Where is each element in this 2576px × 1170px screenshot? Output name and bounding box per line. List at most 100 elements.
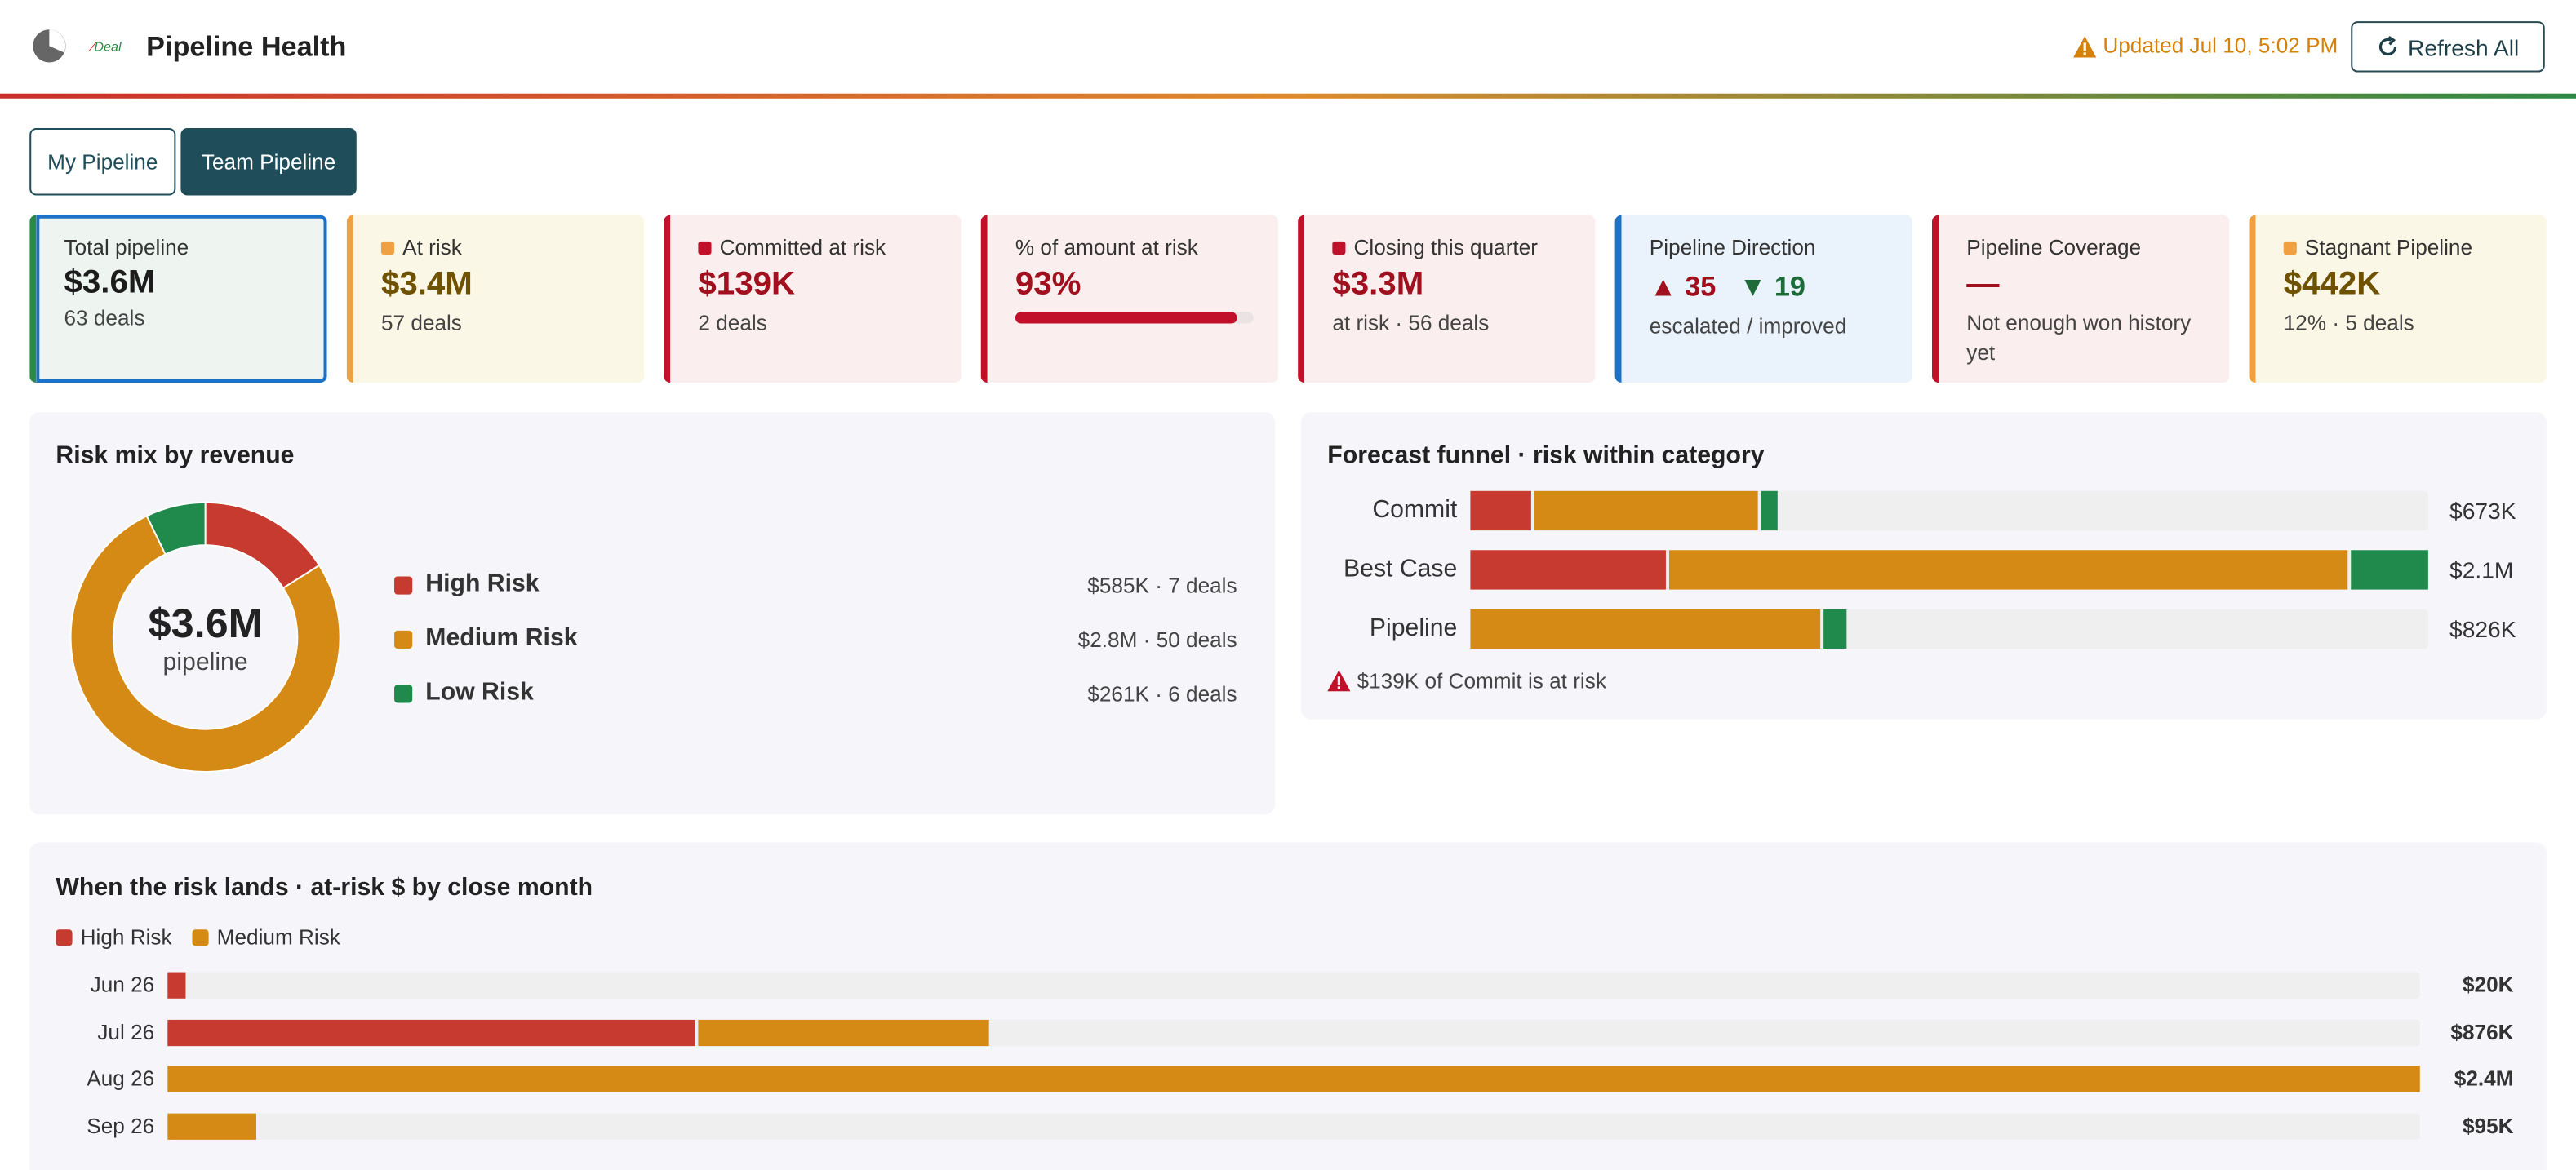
legend-value: $585K · 7 deals — [1087, 573, 1237, 598]
kpi-sub: 2 deals — [698, 310, 767, 335]
kpi-value: $3.3M — [1332, 266, 1424, 303]
bar-segment — [167, 972, 187, 999]
kpi-marker — [698, 240, 712, 254]
bar-segment — [167, 1066, 2420, 1092]
category-label: Commit — [1372, 495, 1458, 525]
kpi-label: Closing this quarter — [1353, 234, 1538, 260]
category-label: Aug 26 — [87, 1066, 155, 1091]
kpi-value: $139K — [698, 266, 796, 303]
legend-swatch — [192, 929, 209, 946]
warning-icon — [2073, 36, 2097, 58]
kpi-sub: 63 deals — [64, 305, 145, 330]
category-label: Jul 26 — [97, 1018, 155, 1044]
kpi-value: $3.6M — [64, 264, 156, 301]
legend-swatch — [56, 929, 73, 946]
kpi-label: % of amount at risk — [1015, 234, 1198, 260]
kpi-card[interactable]: Total pipeline $3.6M 63 deals — [29, 215, 327, 383]
bar-total: $673K — [2449, 497, 2516, 525]
bar-segment — [167, 1112, 257, 1139]
page-title: Pipeline Health — [146, 31, 347, 63]
kpi-card[interactable]: Committed at risk $139K 2 deals — [664, 215, 962, 383]
kpi-card[interactable]: Pipeline Coverage — Not enough won histo… — [1932, 215, 2230, 383]
kpi-value: $3.4M — [380, 266, 473, 303]
legend-swatch — [394, 576, 413, 595]
bar-total: $2.4M — [2454, 1066, 2514, 1091]
bar-track — [1470, 609, 2428, 649]
bar-total: $826K — [2449, 615, 2516, 642]
donut-slice — [145, 501, 207, 556]
bar-segment — [1669, 550, 2348, 590]
bar-track — [167, 972, 2420, 999]
bar-segment — [1470, 490, 1531, 531]
kpi-card[interactable]: % of amount at risk 93% — [980, 215, 1278, 383]
panel-title: Forecast funnel · risk within category — [1327, 441, 1765, 470]
kpi-card[interactable]: At risk $3.4M 57 deals — [346, 215, 645, 383]
bar-segment — [2351, 550, 2428, 590]
tab[interactable]: My Pipeline — [29, 127, 176, 196]
donut-center-label: pipeline — [162, 649, 248, 677]
bar-track — [167, 1018, 2420, 1046]
kpi-value: — — [1966, 266, 2000, 303]
donut-slice — [69, 514, 341, 773]
kpi-sub: at risk · 56 deals — [1332, 310, 1490, 335]
bar-segment — [1761, 490, 1778, 531]
kpi-marker — [380, 240, 395, 254]
legend-swatch — [394, 630, 413, 649]
funnel-panel: Forecast funnel · risk within category $… — [1301, 412, 2547, 720]
bar-track — [1470, 490, 2428, 531]
legend-label: Medium Risk — [425, 623, 578, 653]
brand-logo: ⁄Deal — [91, 39, 122, 55]
kpi-label: At risk — [402, 234, 462, 260]
legend-value: $2.8M · 50 deals — [1077, 627, 1237, 653]
tab-active[interactable]: Team Pipeline — [180, 127, 357, 196]
bar-segment — [167, 1018, 695, 1046]
kpi-sub: 12% · 5 deals — [2283, 310, 2414, 335]
kpi-sub: escalated / improved — [1649, 313, 1847, 339]
escalated-count: ▲ 35 — [1649, 271, 1717, 303]
kpi-value: 93% — [1015, 266, 1081, 303]
header-accent — [0, 93, 2576, 99]
refresh-button[interactable]: Refresh All — [2351, 21, 2545, 73]
kpi-label: Pipeline Direction — [1649, 234, 1816, 260]
category-label: Sep 26 — [87, 1112, 155, 1137]
kpi-card[interactable]: Pipeline Direction ▲ 35 ▼ 19 escalated /… — [1614, 215, 1912, 383]
bar-track — [167, 1066, 2420, 1092]
header: ⁄Deal Pipeline Health Updated Jul 10, 5:… — [0, 0, 2576, 94]
warning-icon — [1327, 670, 1351, 692]
donut-chart — [69, 501, 341, 773]
legend-value: $261K · 6 deals — [1087, 681, 1237, 707]
bar-segment — [1470, 550, 1667, 590]
app-logo — [33, 29, 66, 63]
bar-total: $2.1M — [2449, 556, 2514, 583]
kpi-value: $442K — [2283, 266, 2381, 303]
kpi-card[interactable]: Stagnant Pipeline $442K 12% · 5 deals — [2249, 215, 2547, 383]
legend-label: High Risk — [425, 569, 540, 598]
kpi-label: Total pipeline — [64, 234, 189, 260]
bar-total: $20K — [2462, 972, 2514, 997]
bar-segment — [1470, 609, 1821, 649]
kpi-label: Stagnant Pipeline — [2304, 234, 2473, 260]
donut-center-value: $3.6M — [148, 601, 263, 648]
bar-total: $876K — [2450, 1018, 2514, 1044]
kpi-marker — [2283, 240, 2297, 254]
bar-track — [1470, 550, 2428, 590]
kpi-marker — [1332, 240, 1346, 254]
panel-title: When the risk lands · at-risk $ by close… — [56, 873, 593, 902]
legend-label: Medium Risk — [216, 924, 340, 950]
category-label: Pipeline — [1369, 614, 1458, 642]
refresh-icon — [2378, 36, 2396, 56]
bar-total: $95K — [2462, 1112, 2514, 1137]
kpi-label: Committed at risk — [719, 234, 886, 260]
bar-track — [167, 1112, 2420, 1139]
category-label: Best Case — [1344, 555, 1458, 583]
kpi-sub: Not enough won history yet — [1966, 310, 2192, 365]
category-label: Jun 26 — [90, 972, 155, 997]
kpi-card[interactable]: Closing this quarter $3.3M at risk · 56 … — [1298, 215, 1596, 383]
progress-track — [1015, 312, 1254, 324]
legend-swatch — [394, 685, 413, 703]
panel-title: Risk mix by revenue — [56, 441, 295, 470]
improved-count: ▼ 19 — [1739, 271, 1805, 303]
bar-segment — [1534, 490, 1759, 531]
legend-label: Low Risk — [425, 678, 534, 707]
